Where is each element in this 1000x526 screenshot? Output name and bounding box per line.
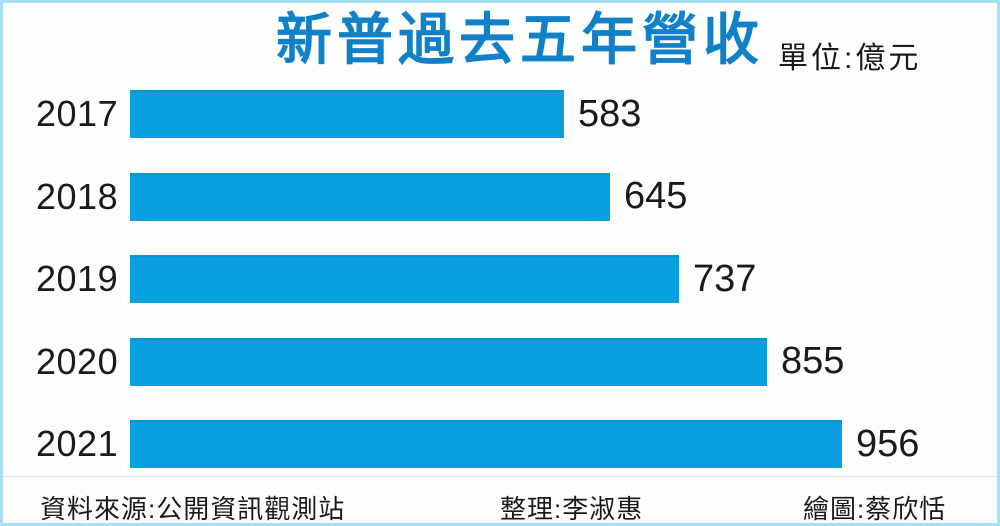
- footer: 資料來源:公開資訊觀測站 整理:李淑惠 繪圖:蔡欣恬: [3, 476, 997, 523]
- value-label: 583: [578, 92, 642, 135]
- year-label: 2019: [36, 258, 119, 299]
- chart-row-2017: 2017 583: [3, 90, 997, 138]
- chart-row-2018: 2018 645: [3, 172, 997, 221]
- chart-row-2020: 2020 855: [3, 337, 997, 386]
- value-label: 737: [693, 257, 757, 300]
- bar-2021: [130, 420, 842, 468]
- data-source-credit: 資料來源:公開資訊觀測站: [40, 494, 346, 524]
- year-label: 2018: [36, 175, 119, 217]
- value-label: 645: [624, 175, 688, 217]
- value-label: 956: [856, 422, 920, 465]
- bar-2020: [130, 337, 767, 386]
- chart-row-2021: 2021 956: [3, 420, 997, 468]
- year-label: 2020: [36, 340, 119, 382]
- year-label: 2017: [36, 93, 119, 134]
- unit-label: 單位:億元: [778, 42, 922, 75]
- bar-chart: 2017 583 2018 645 2019 737 2020 855 2021…: [3, 90, 997, 468]
- chart-title: 新普過去五年營收: [276, 8, 764, 71]
- bar-2017: [130, 90, 564, 138]
- editor-credit: 整理:李淑惠: [500, 494, 644, 524]
- bar-2019: [130, 255, 679, 303]
- year-label: 2021: [36, 423, 119, 464]
- bar-2018: [130, 172, 610, 221]
- illustrator-credit: 繪圖:蔡欣恬: [803, 494, 947, 524]
- value-label: 855: [781, 340, 845, 382]
- chart-row-2019: 2019 737: [3, 255, 997, 303]
